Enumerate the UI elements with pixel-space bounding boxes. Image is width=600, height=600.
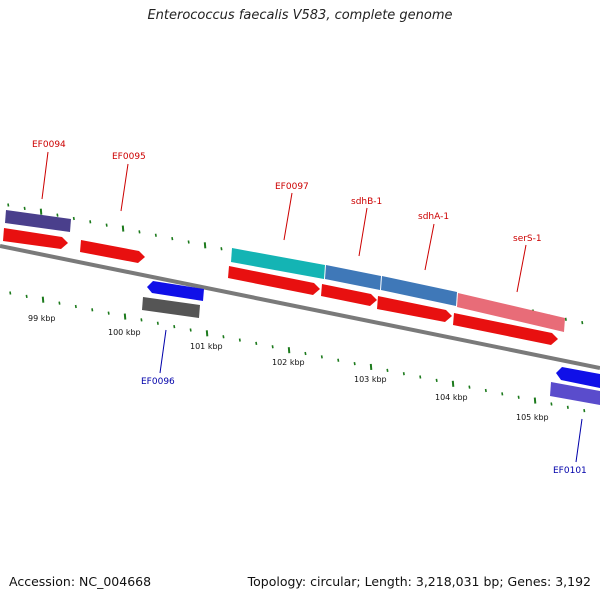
- scale-tick-100: 100 kbp: [108, 328, 141, 337]
- upper-tick-mark: [121, 225, 125, 232]
- genome-backbone: [0, 244, 600, 370]
- label-sers1[interactable]: serS-1: [513, 234, 542, 244]
- scale-tick-102: 102 kbp: [272, 358, 305, 367]
- lower-tick-mark: [41, 296, 45, 303]
- leader-sdhb1: [358, 207, 368, 257]
- label-sdha1[interactable]: sdhA-1: [418, 212, 449, 222]
- gene-red-arrow-4[interactable]: [321, 284, 377, 306]
- gene-red-arrow-5[interactable]: [377, 296, 452, 322]
- scale-tick-103: 103 kbp: [354, 375, 387, 384]
- lower-tick-mark: [386, 368, 389, 372]
- upper-tick-mark: [564, 317, 567, 321]
- label-ef0094[interactable]: EF0094: [32, 140, 66, 150]
- lower-tick-mark: [271, 345, 274, 349]
- upper-tick-mark: [56, 213, 59, 217]
- upper-tick-mark: [187, 240, 190, 244]
- upper-tick-mark: [220, 247, 223, 251]
- lower-tick-mark: [255, 341, 258, 346]
- lower-tick-mark: [189, 328, 192, 332]
- label-ef0097[interactable]: EF0097: [275, 182, 309, 192]
- upper-tick-mark: [72, 216, 75, 221]
- accession-text: Accession: NC_004668: [9, 574, 152, 589]
- lower-tick-mark: [140, 318, 143, 322]
- lower-tick-mark: [369, 363, 373, 371]
- scale-tick-99: 99 kbp: [28, 314, 56, 323]
- gene-sdha1-bar[interactable]: [381, 276, 457, 306]
- scale-tick-101: 101 kbp: [190, 342, 223, 351]
- lower-tick-mark: [74, 304, 77, 309]
- gene-blue-arrow-2[interactable]: [556, 367, 600, 388]
- upper-tick-mark: [203, 242, 207, 249]
- upper-tick-mark: [581, 321, 584, 325]
- lower-tick-mark: [533, 397, 537, 404]
- scale-tick-104: 104 kbp: [435, 393, 468, 402]
- gene-ef0094-bar[interactable]: [5, 210, 71, 232]
- lower-tick-mark: [9, 291, 12, 295]
- lower-tick-mark: [566, 405, 569, 409]
- lower-tick-mark: [451, 380, 455, 387]
- gene-red-arrow-6[interactable]: [453, 313, 558, 345]
- gene-ef0095-arrow[interactable]: [80, 240, 145, 263]
- lower-tick-mark: [304, 351, 307, 356]
- lower-tick-mark: [25, 294, 28, 298]
- lower-tick-mark: [435, 378, 438, 383]
- lower-tick-mark: [107, 311, 110, 315]
- upper-tick-mark: [154, 233, 157, 237]
- lower-tick-mark: [353, 361, 356, 366]
- label-ef0096[interactable]: EF0096: [141, 377, 175, 387]
- upper-tick-mark: [105, 223, 108, 227]
- leader-ef0101: [575, 418, 583, 463]
- lower-tick-mark: [123, 313, 127, 320]
- label-sdhb1[interactable]: sdhB-1: [351, 197, 382, 207]
- leader-sdha1: [424, 223, 435, 271]
- lower-tick-mark: [517, 395, 520, 399]
- scale-tick-105: 105 kbp: [516, 413, 549, 422]
- lower-tick-mark: [484, 388, 487, 393]
- lower-tick-mark: [501, 392, 504, 396]
- lower-tick-mark: [468, 385, 471, 389]
- gene-ef0096-bar[interactable]: [142, 297, 200, 318]
- upper-tick-mark: [39, 208, 43, 215]
- lower-tick-mark: [222, 335, 225, 339]
- map-title: Enterococcus faecalis V583, complete gen…: [147, 8, 453, 23]
- upper-tick-mark: [23, 206, 26, 210]
- upper-tick-mark: [7, 203, 10, 207]
- lower-tick-mark: [91, 308, 94, 312]
- leader-sers1: [516, 244, 527, 293]
- lower-tick-mark: [287, 347, 291, 354]
- lower-tick-mark: [156, 321, 159, 325]
- leader-ef0097: [283, 192, 293, 241]
- gene-red-arrow-3[interactable]: [228, 266, 320, 295]
- gene-ef0101-bar[interactable]: [550, 382, 600, 405]
- lower-tick-mark: [337, 358, 340, 362]
- upper-tick-mark: [138, 230, 141, 234]
- leader-ef0094: [41, 151, 49, 200]
- label-ef0101[interactable]: EF0101: [553, 466, 587, 476]
- lower-tick-track: [9, 291, 586, 413]
- upper-tick-mark: [171, 236, 174, 241]
- lower-tick-mark: [402, 372, 405, 376]
- genome-summary-text: Topology: circular; Length: 3,218,031 bp…: [247, 574, 591, 589]
- lower-tick-mark: [205, 330, 209, 337]
- lower-tick-mark: [550, 402, 553, 406]
- lower-tick-mark: [58, 301, 61, 305]
- lower-tick-mark: [173, 324, 176, 329]
- label-ef0095[interactable]: EF0095: [112, 152, 146, 162]
- lower-tick-mark: [583, 409, 586, 413]
- lower-tick-mark: [419, 375, 422, 379]
- gene-sdhb1-bar[interactable]: [325, 265, 381, 290]
- gene-red-arrow-1[interactable]: [3, 228, 68, 249]
- upper-tick-mark: [89, 220, 92, 224]
- gene-ef0097-bar[interactable]: [231, 248, 325, 279]
- gene-blue-arrow-1[interactable]: [147, 281, 204, 301]
- lower-tick-mark: [320, 355, 323, 359]
- leader-ef0096: [159, 329, 167, 374]
- gene-sers1-bar[interactable]: [457, 293, 565, 332]
- leader-ef0095: [120, 163, 129, 212]
- lower-tick-mark: [238, 338, 241, 342]
